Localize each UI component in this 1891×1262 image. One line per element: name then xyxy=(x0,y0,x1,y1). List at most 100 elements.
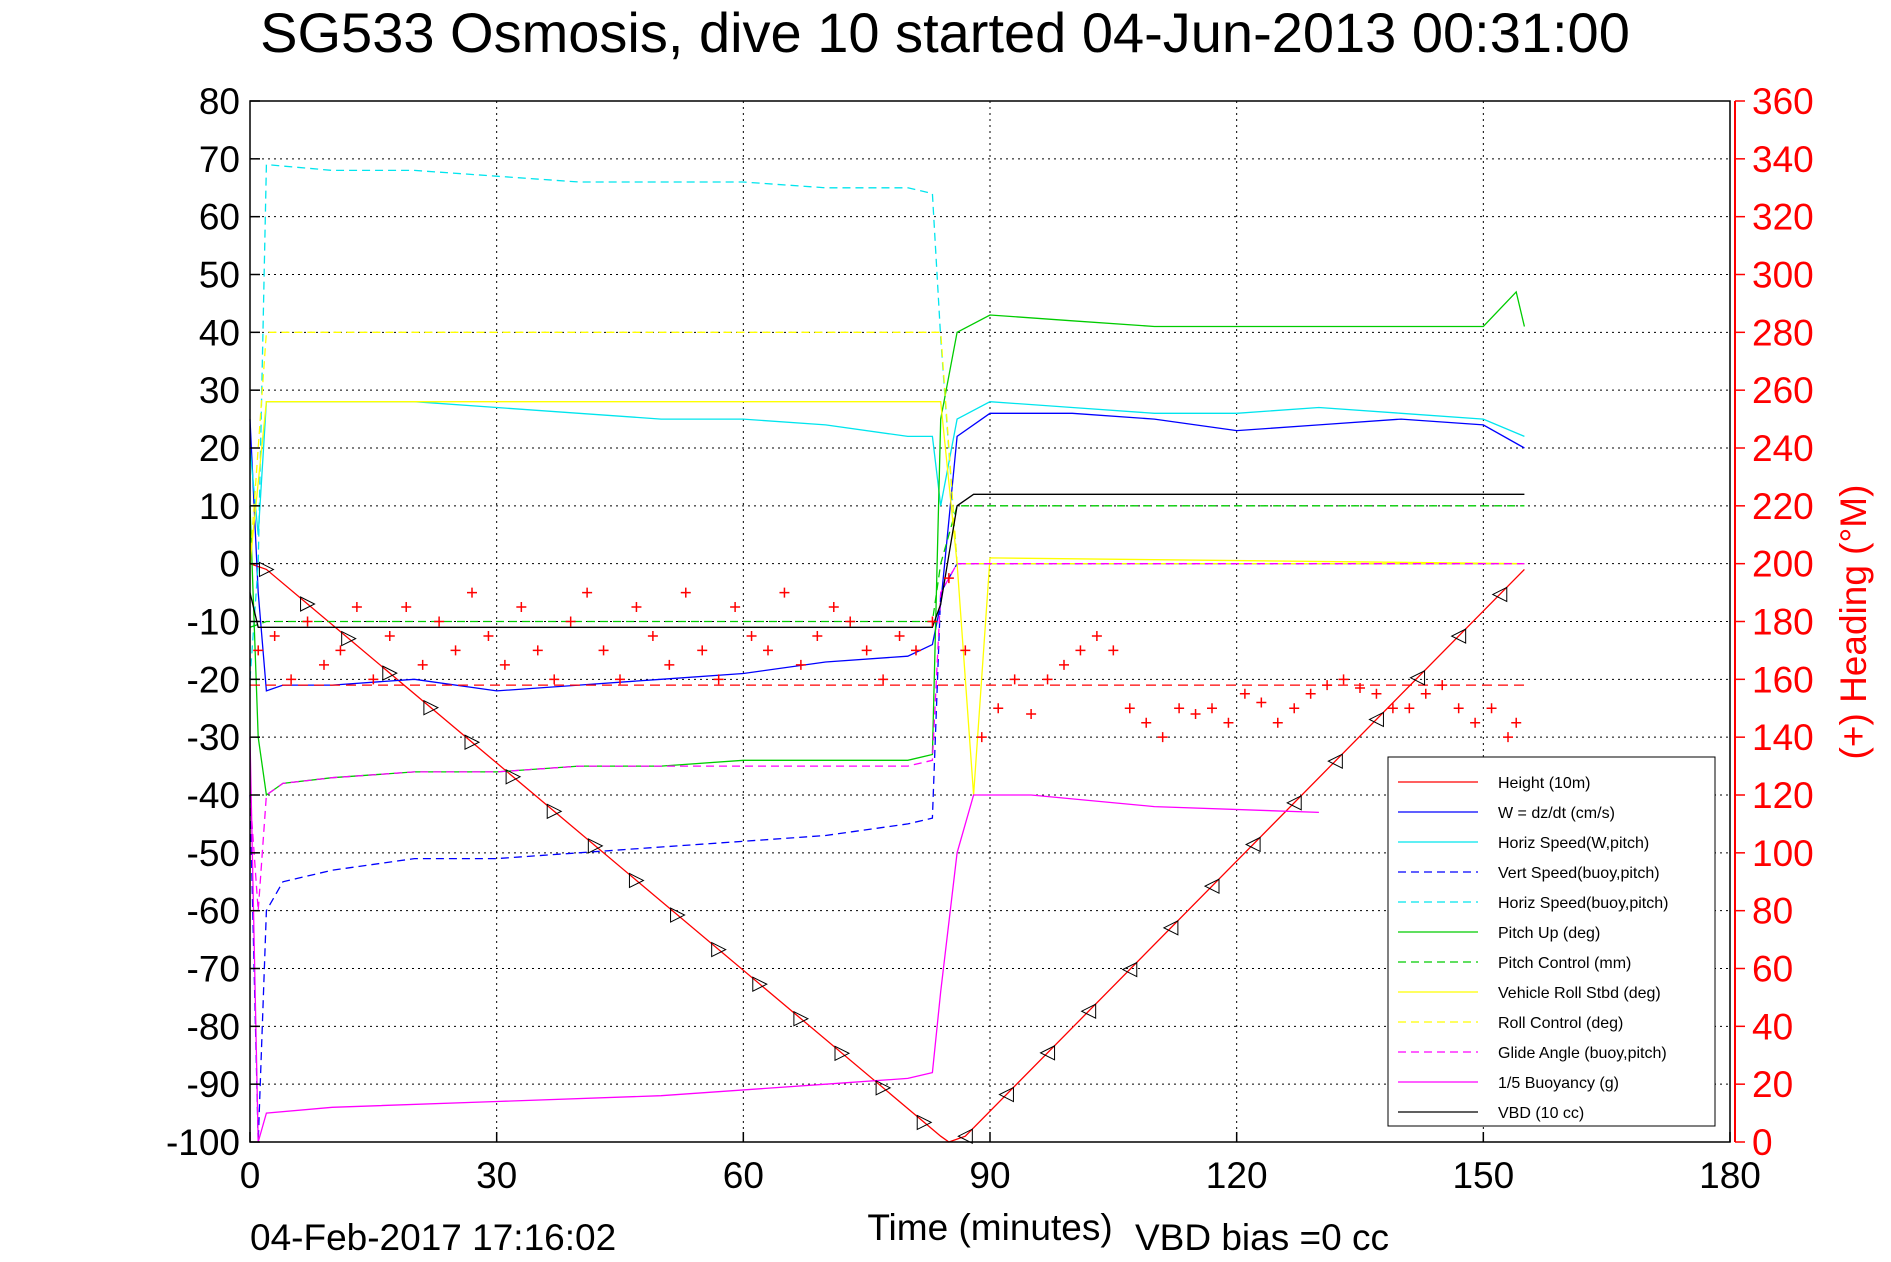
heading-marker xyxy=(1026,709,1037,720)
heading-marker xyxy=(1256,697,1267,708)
height-marker xyxy=(916,1114,933,1131)
heading-marker xyxy=(467,587,477,598)
heading-marker xyxy=(1190,709,1201,720)
height-marker xyxy=(1039,1045,1056,1061)
series-line xyxy=(249,493,1525,628)
heading-marker xyxy=(351,602,362,613)
y2-tick-label: 60 xyxy=(1752,949,1793,990)
heading-marker xyxy=(631,602,642,613)
legend-label: Vert Speed(buoy,pitch) xyxy=(1498,865,1660,882)
heading-marker xyxy=(911,645,921,656)
height-marker xyxy=(1244,836,1261,853)
heading-marker xyxy=(1453,703,1464,714)
height-marker xyxy=(587,838,604,854)
y-tick-label: -10 xyxy=(187,602,240,643)
height-marker xyxy=(1491,586,1508,603)
heading-marker xyxy=(927,616,938,627)
height-marker xyxy=(1203,878,1220,894)
heading-marker xyxy=(763,645,773,656)
y2-tick-label: 40 xyxy=(1752,1006,1793,1047)
y2-tick-label: 320 xyxy=(1752,197,1814,238)
heading-marker xyxy=(1075,645,1086,656)
heading-marker xyxy=(697,645,708,656)
legend-label: Pitch Up (deg) xyxy=(1498,925,1600,942)
y2-tick-label: 280 xyxy=(1752,312,1814,353)
heading-marker xyxy=(1009,674,1020,685)
series-line xyxy=(249,563,1525,1143)
y2-tick-label: 180 xyxy=(1752,602,1814,643)
y-tick-label: -70 xyxy=(187,949,240,990)
heading-marker xyxy=(713,674,724,685)
y-tick-label: 0 xyxy=(219,544,240,585)
legend-label: 1/5 Buoyancy (g) xyxy=(1498,1075,1619,1092)
y-tick-label: 80 xyxy=(199,81,240,122)
height-marker xyxy=(1409,669,1426,686)
y2-tick-label: 120 xyxy=(1752,775,1814,816)
x-axis-label: Time (minutes) xyxy=(867,1207,1112,1248)
heading-marker xyxy=(1305,688,1316,699)
y2-tick-label: 80 xyxy=(1752,891,1793,932)
heading-marker xyxy=(417,659,428,670)
heading-marker xyxy=(1289,703,1300,714)
height-marker xyxy=(1286,795,1302,811)
y-tick-label: -20 xyxy=(187,659,240,700)
heading-marker xyxy=(680,587,691,598)
height-marker xyxy=(1327,753,1343,769)
height-marker xyxy=(505,768,522,785)
heading-marker xyxy=(319,659,329,670)
heading-marker xyxy=(549,674,560,685)
legend-label: W = dz/dt (cm/s) xyxy=(1498,805,1615,822)
height-marker xyxy=(670,907,686,923)
y-tick-label: 30 xyxy=(199,370,240,411)
height-marker xyxy=(834,1045,851,1062)
height-marker xyxy=(1121,961,1138,978)
heading-marker xyxy=(845,616,856,627)
heading-marker xyxy=(1108,645,1119,656)
heading-marker xyxy=(1042,674,1053,685)
height-marker xyxy=(1080,1003,1097,1019)
heading-marker xyxy=(878,674,889,685)
heading-marker xyxy=(1272,717,1283,728)
height-marker xyxy=(957,1128,973,1145)
heading-marker xyxy=(1420,688,1431,699)
height-marker xyxy=(711,941,727,958)
y2-tick-label: 360 xyxy=(1752,81,1814,122)
heading-marker xyxy=(582,587,593,598)
y2-tick-label: 20 xyxy=(1752,1064,1793,1105)
y2-tick-label: 240 xyxy=(1752,428,1814,469)
heading-marker xyxy=(664,659,675,670)
heading-marker xyxy=(1387,703,1398,714)
y-tick-label: -80 xyxy=(187,1006,240,1047)
x-tick-label: 150 xyxy=(1452,1155,1514,1196)
y2-tick-label: 220 xyxy=(1752,486,1814,527)
heading-marker xyxy=(647,630,658,641)
legend-label: Horiz Speed(buoy,pitch) xyxy=(1498,895,1668,912)
y2-tick-label: 260 xyxy=(1752,370,1814,411)
height-marker xyxy=(1162,920,1179,936)
series-line xyxy=(249,505,1525,628)
series-line xyxy=(249,290,1526,797)
heading-marker xyxy=(1059,659,1069,670)
heading-marker xyxy=(434,616,445,627)
heading-marker xyxy=(1355,683,1365,694)
series-line xyxy=(249,737,1319,1143)
heading-marker xyxy=(1404,703,1415,714)
y-tick-label: -40 xyxy=(187,775,240,816)
y2-tick-label: 300 xyxy=(1752,255,1814,296)
heading-marker xyxy=(532,645,543,656)
x-tick-label: 120 xyxy=(1206,1155,1268,1196)
y-tick-label: 70 xyxy=(199,139,240,180)
series-line xyxy=(249,401,1525,535)
heading-marker xyxy=(499,659,510,670)
y-tick-label: 50 xyxy=(199,255,240,296)
height-marker xyxy=(300,596,316,612)
heading-marker xyxy=(1470,717,1481,728)
height-marker xyxy=(258,561,275,578)
y2-tick-label: 0 xyxy=(1752,1122,1773,1163)
heading-marker xyxy=(269,630,280,641)
height-marker xyxy=(875,1080,892,1096)
legend-label: Roll Control (deg) xyxy=(1498,1015,1623,1032)
legend-label: Vehicle Roll Stbd (deg) xyxy=(1498,985,1661,1002)
heading-marker xyxy=(1207,703,1217,714)
heading-marker xyxy=(335,645,346,656)
